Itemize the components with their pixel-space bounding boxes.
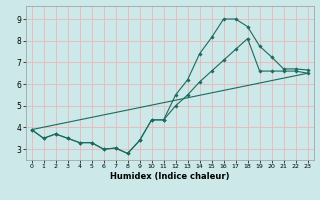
X-axis label: Humidex (Indice chaleur): Humidex (Indice chaleur)	[110, 172, 229, 181]
